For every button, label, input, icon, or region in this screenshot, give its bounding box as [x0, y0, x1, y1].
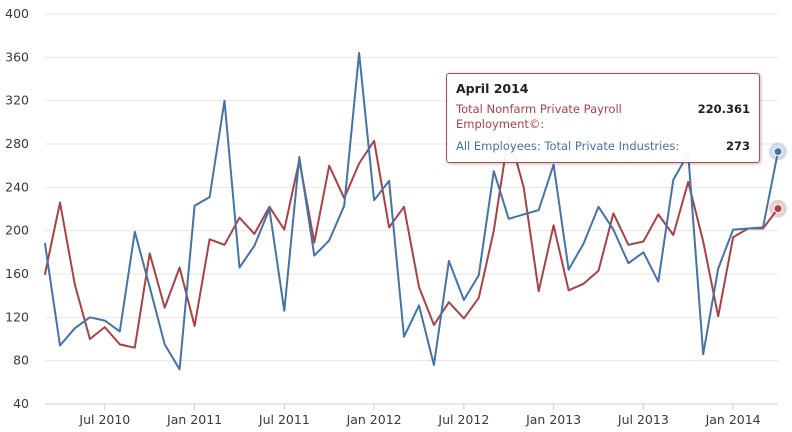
x-tick-label: Jan 2013	[525, 412, 581, 427]
y-tick-label: 120	[5, 309, 29, 324]
x-tick-label: Jul 2013	[617, 412, 669, 427]
y-tick-label: 320	[5, 93, 29, 108]
x-tick-label: Jul 2012	[437, 412, 489, 427]
y-tick-label: 40	[13, 396, 29, 411]
tooltip-series-name-payroll: Total Nonfarm Private Payroll Employment…	[456, 102, 622, 131]
tooltip-series-value-payroll: 220.361	[697, 102, 750, 116]
hover-markers	[769, 142, 787, 218]
tooltip-row-employees: All Employees: Total Private Industries:…	[456, 139, 750, 154]
y-tick-label: 400	[5, 6, 29, 21]
data-point	[773, 204, 783, 214]
x-tick-label: Jan 2012	[346, 412, 402, 427]
x-axis: Jul 2010 Jan 2011 Jul 2011 Jan 2012 Jul 2012…	[45, 403, 778, 427]
tooltip-series-name-employees: All Employees: Total Private Industries:	[456, 139, 680, 153]
y-tick-label: 280	[5, 136, 29, 151]
y-tick-label: 80	[13, 353, 29, 368]
x-tick-label: Jan 2011	[166, 412, 222, 427]
y-tick-label: 160	[5, 266, 29, 281]
data-point	[773, 147, 783, 157]
tooltip: April 2014 Total Nonfarm Private Payroll…	[446, 73, 760, 163]
series-layer	[44, 52, 779, 371]
x-tick-label: Jul 2010	[78, 412, 130, 427]
tooltip-row-payroll: Total Nonfarm Private Payroll Employment…	[456, 102, 750, 132]
gridlines	[45, 13, 778, 405]
y-axis: 40 80 120 160 200 240 280 320 360 400	[5, 6, 29, 411]
x-tick-label: Jul 2011	[258, 412, 310, 427]
x-tick-label: Jan 2014	[705, 412, 761, 427]
y-tick-label: 360	[5, 49, 29, 64]
y-tick-label: 200	[5, 223, 29, 238]
tooltip-title: April 2014	[456, 81, 529, 96]
tooltip-series-value-employees: 273	[725, 139, 750, 153]
series-line-payroll	[44, 132, 779, 349]
y-tick-label: 240	[5, 179, 29, 194]
series-line-employees	[44, 52, 779, 371]
